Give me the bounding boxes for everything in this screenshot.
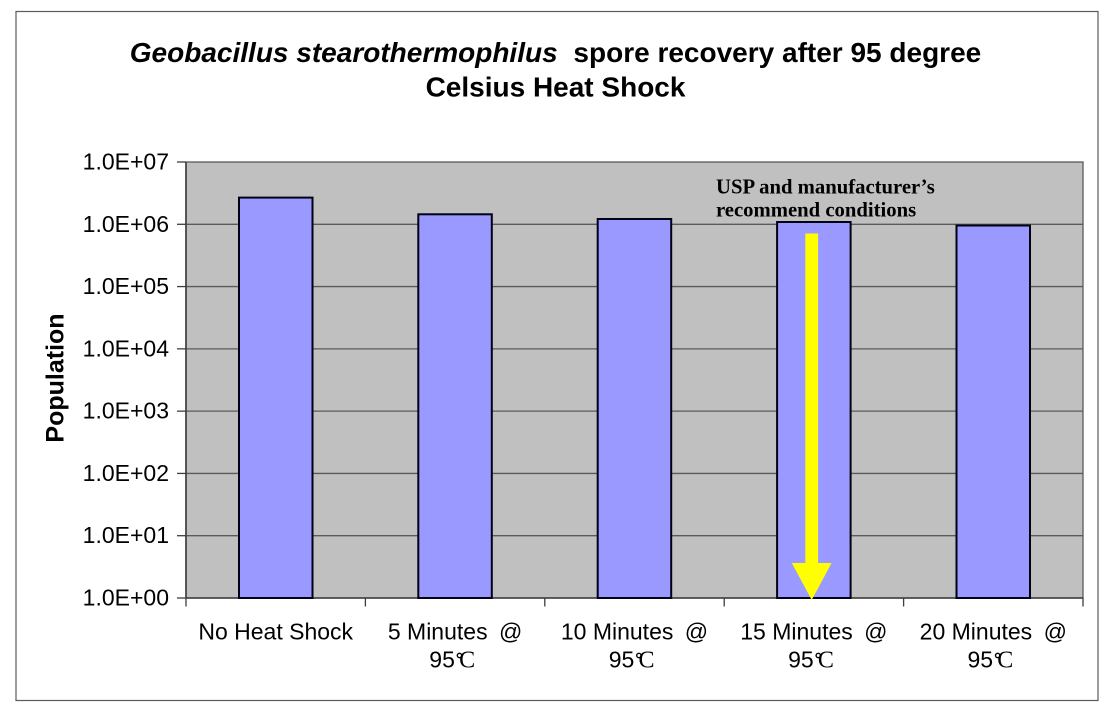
svg-text:USP and manufacturer’s: USP and manufacturer’s xyxy=(716,177,935,199)
svg-text:1.0E+06: 1.0E+06 xyxy=(83,211,169,237)
svg-text:C: C xyxy=(459,648,475,674)
svg-text:recommend conditions: recommend conditions xyxy=(716,200,916,222)
svg-text:10 Minutes @: 10 Minutes @ xyxy=(561,619,708,645)
svg-text:1.0E+02: 1.0E+02 xyxy=(83,460,169,486)
svg-text:1.0E+07: 1.0E+07 xyxy=(83,149,169,175)
svg-text:C: C xyxy=(997,648,1013,674)
svg-text:95: 95 xyxy=(968,647,994,673)
svg-text:95: 95 xyxy=(609,647,635,673)
svg-text:No Heat Shock: No Heat Shock xyxy=(198,619,353,645)
svg-text:1.0E+03: 1.0E+03 xyxy=(83,398,169,424)
svg-text:1.0E+04: 1.0E+04 xyxy=(83,335,170,361)
svg-text:15 Minutes @: 15 Minutes @ xyxy=(740,619,887,645)
svg-text:Population: Population xyxy=(42,313,70,442)
svg-text:5 Minutes @: 5 Minutes @ xyxy=(388,619,522,645)
svg-text:C: C xyxy=(818,648,834,674)
svg-text:1.0E+01: 1.0E+01 xyxy=(83,522,169,548)
svg-text:C: C xyxy=(639,648,655,674)
svg-text:1.0E+05: 1.0E+05 xyxy=(83,273,169,299)
svg-text:20 Minutes @: 20 Minutes @ xyxy=(920,619,1067,645)
svg-text:95: 95 xyxy=(788,647,814,673)
svg-text:Geobacillus stearothermophilus: Geobacillus stearothermophilus spore rec… xyxy=(130,37,981,68)
svg-text:95: 95 xyxy=(429,647,455,673)
svg-text:Celsius Heat Shock: Celsius Heat Shock xyxy=(426,72,686,103)
svg-text:1.0E+00: 1.0E+00 xyxy=(83,585,169,611)
